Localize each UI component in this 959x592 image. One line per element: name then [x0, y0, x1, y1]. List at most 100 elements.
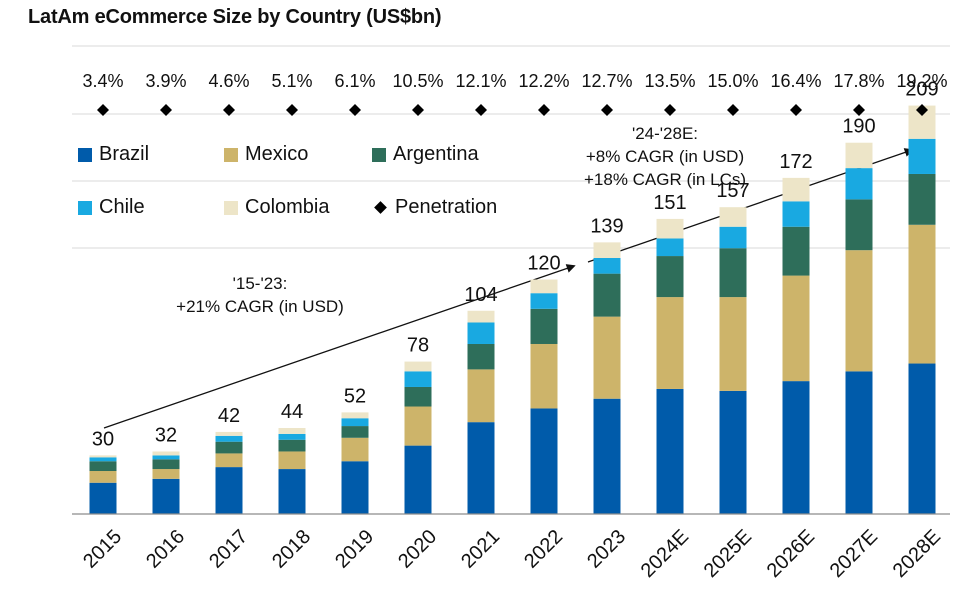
x-tick-label: 2023 — [583, 526, 630, 573]
penetration-marker — [916, 104, 928, 116]
legend-item-brazil: Brazil — [78, 143, 149, 166]
bar-brazil-2025e — [719, 390, 747, 514]
bar-brazil-2020 — [404, 445, 432, 514]
penetration-label: 12.1% — [455, 71, 506, 91]
x-tick-label: 2027E — [826, 526, 882, 582]
bar-colombia-2015 — [89, 455, 117, 458]
bar-brazil-2021 — [467, 422, 495, 514]
legend-label-penetration: Penetration — [395, 196, 498, 218]
legend-swatch-brazil — [78, 147, 92, 162]
legend-item-colombia: Colombia — [224, 196, 329, 219]
bar-mexico-2023 — [593, 316, 621, 399]
bar-mexico-2025e — [719, 297, 747, 391]
bar-chile-2022 — [530, 293, 558, 309]
bar-mexico-2019 — [341, 437, 369, 462]
penetration-marker — [412, 104, 424, 116]
total-label: 157 — [716, 180, 749, 202]
historical-trend-arrow — [103, 264, 576, 429]
x-tick-label: 2022 — [520, 526, 567, 573]
penetration-marker — [475, 104, 487, 116]
x-tick-label: 2016 — [142, 526, 189, 573]
bar-mexico-2021 — [467, 369, 495, 423]
legend-item-chile: Chile — [78, 196, 145, 219]
x-axis: 2015 2016 2017 2018 2019 2020 2021 2022 2023 2024… — [72, 513, 950, 582]
penetration-marker — [97, 104, 109, 116]
penetration-label: 3.9% — [145, 71, 186, 91]
bar-brazil-2028e — [908, 363, 936, 514]
penetration-label: 3.4% — [82, 71, 123, 91]
total-label: 172 — [779, 151, 812, 173]
bar-chile-2028e — [908, 138, 936, 174]
bar-brazil-2023 — [593, 398, 621, 514]
bar-chile-2015 — [89, 457, 117, 462]
legend-swatch-colombia — [224, 200, 238, 215]
total-label: 44 — [281, 401, 303, 423]
bar-argentina-2028e — [908, 173, 936, 225]
bar-argentina-2020 — [404, 386, 432, 407]
bar-argentina-2016 — [152, 459, 180, 470]
x-tick-label: 2026E — [763, 526, 819, 582]
bar-mexico-2015 — [89, 471, 117, 483]
annotation-projected-cagr: '24-'28E: +8% CAGR (in USD) +18% CAGR (i… — [555, 122, 775, 191]
penetration-label: 12.7% — [581, 71, 632, 91]
total-labels: 30 32 42 44 52 78 104 120 139 151 157 172 190 209 — [92, 79, 939, 451]
bar-brazil-2018 — [278, 469, 306, 514]
bar-argentina-2018 — [278, 439, 306, 452]
bar-mexico-2020 — [404, 406, 432, 446]
bar-brazil-2016 — [152, 478, 180, 514]
bar-argentina-2019 — [341, 426, 369, 438]
penetration-label: 16.4% — [770, 71, 821, 91]
x-tick-label: 2015 — [79, 526, 126, 573]
bar-colombia-2020 — [404, 361, 432, 372]
bar-colombia-2023 — [593, 242, 621, 259]
annotation-projected-line-1: '24-'28E: — [631, 124, 699, 143]
total-label: 78 — [407, 335, 429, 357]
penetration-marker — [853, 104, 865, 116]
bar-chile-2023 — [593, 258, 621, 274]
bar-argentina-2027e — [845, 199, 873, 251]
penetration-label: 12.2% — [518, 71, 569, 91]
bar-chile-2026e — [782, 201, 810, 227]
legend-label-colombia: Colombia — [245, 196, 330, 218]
penetration-label: 15.0% — [707, 71, 758, 91]
penetration-marker — [664, 104, 676, 116]
bar-mexico-2027e — [845, 250, 873, 372]
penetration-label: 17.8% — [833, 71, 884, 91]
total-label: 104 — [464, 284, 497, 306]
penetration-marker — [601, 104, 613, 116]
bar-colombia-2019 — [341, 412, 369, 419]
x-tick-label: 2021 — [457, 526, 504, 573]
legend-swatch-argentina — [372, 147, 386, 162]
total-label: 42 — [218, 405, 240, 427]
annotation-historical-line-1: '15-'23: — [232, 274, 288, 293]
bar-mexico-2028e — [908, 224, 936, 364]
total-label: 139 — [590, 215, 623, 237]
bar-argentina-2021 — [467, 343, 495, 370]
total-label: 120 — [527, 253, 560, 275]
bar-mexico-2026e — [782, 275, 810, 382]
annotation-historical-cagr: '15-'23: +21% CAGR (in USD) — [150, 272, 370, 318]
x-tick-label: 2017 — [205, 526, 252, 573]
x-tick-label: 2024E — [637, 526, 693, 582]
legend-label-brazil: Brazil — [99, 143, 150, 165]
penetration-marker — [223, 104, 235, 116]
total-label: 190 — [842, 116, 875, 138]
bar-chile-2024e — [656, 238, 684, 257]
penetration-label: 10.5% — [392, 71, 443, 91]
penetration-label: 19.2% — [896, 71, 947, 91]
bar-brazil-2017 — [215, 467, 243, 514]
legend-diamond-icon — [374, 201, 387, 214]
annotation-historical-line-2: +21% CAGR (in USD) — [176, 297, 344, 316]
penetration-marker — [160, 104, 172, 116]
legend-swatch-mexico — [224, 147, 238, 162]
total-label: 151 — [653, 192, 686, 214]
bar-chile-2016 — [152, 455, 180, 460]
annotation-projected-line-3: +18% CAGR (in LCs) — [583, 170, 747, 189]
penetration-marker — [349, 104, 361, 116]
x-tick-label: 2020 — [394, 526, 441, 573]
bar-mexico-2024e — [656, 297, 684, 389]
bar-colombia-2024e — [656, 218, 684, 239]
bar-brazil-2015 — [89, 482, 117, 514]
bar-argentina-2022 — [530, 308, 558, 344]
bar-chile-2019 — [341, 418, 369, 427]
